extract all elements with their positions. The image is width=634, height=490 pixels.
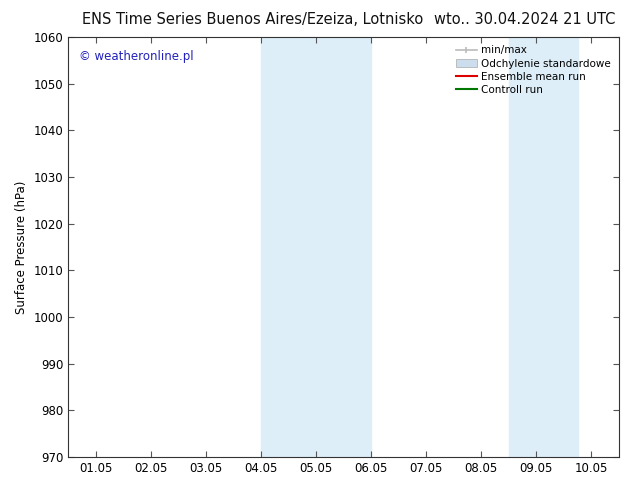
Text: © weatheronline.pl: © weatheronline.pl [79, 50, 194, 63]
Bar [509, 37, 578, 457]
Text: ENS Time Series Buenos Aires/Ezeiza, Lotnisko: ENS Time Series Buenos Aires/Ezeiza, Lot… [82, 12, 424, 27]
Bar [261, 37, 371, 457]
Legend: min/max, Odchylenie standardowe, Ensemble mean run, Controll run: min/max, Odchylenie standardowe, Ensembl… [453, 42, 614, 98]
Text: wto.. 30.04.2024 21 UTC: wto.. 30.04.2024 21 UTC [434, 12, 615, 27]
Y-axis label: Surface Pressure (hPa): Surface Pressure (hPa) [15, 180, 28, 314]
